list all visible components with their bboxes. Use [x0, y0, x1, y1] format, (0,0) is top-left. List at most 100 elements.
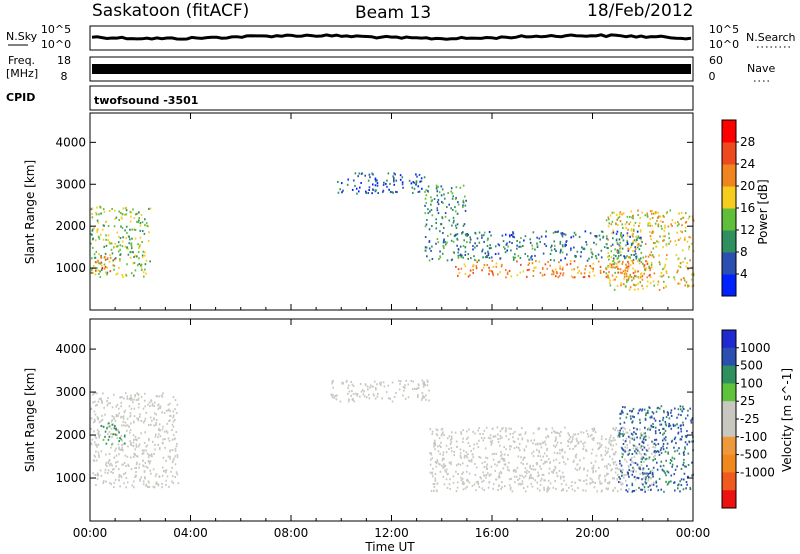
power-cell [566, 253, 568, 256]
power-cell [104, 255, 106, 258]
power-cell [105, 238, 107, 241]
velocity-cell [123, 435, 126, 438]
power-cell [663, 229, 666, 232]
velocity-cell [523, 448, 526, 451]
velocity-cell [542, 455, 544, 458]
power-colorbar-tick-label: 8 [740, 245, 748, 259]
velocity-cell [115, 413, 118, 416]
velocity-colorbar-tick-label: 25 [740, 394, 755, 408]
power-cell [430, 196, 432, 199]
power-cell [105, 244, 108, 247]
power-cell [356, 192, 358, 195]
velocity-cell [655, 443, 657, 446]
velocity-cell [682, 405, 684, 408]
velocity-cell [653, 417, 656, 420]
velocity-cell [100, 424, 103, 427]
power-cell [632, 217, 634, 220]
power-cell [95, 250, 98, 253]
power-cell [590, 266, 593, 269]
power-cell [467, 253, 470, 256]
power-cell [374, 178, 377, 181]
velocity-cell [678, 452, 681, 455]
velocity-cell [125, 477, 128, 480]
velocity-cell [135, 445, 138, 448]
power-cell [483, 240, 485, 243]
velocity-cell [487, 436, 490, 439]
velocity-cell [90, 408, 93, 411]
power-cell [463, 223, 466, 226]
velocity-cell [130, 467, 133, 470]
velocity-cell [666, 483, 669, 486]
velocity-cell [174, 449, 177, 452]
freq-trace [92, 64, 691, 74]
velocity-cell [498, 474, 501, 477]
power-cell [437, 212, 440, 215]
power-cell [679, 237, 682, 240]
velocity-cell [175, 471, 178, 474]
velocity-cell [350, 380, 353, 383]
velocity-cell [564, 451, 566, 454]
power-cell [475, 260, 478, 263]
power-cell [646, 212, 649, 215]
power-cell [632, 229, 635, 232]
velocity-cell [475, 481, 478, 484]
velocity-cell [437, 450, 440, 453]
velocity-cell [539, 479, 542, 482]
velocity-cell [135, 470, 137, 473]
power-cell [429, 210, 431, 213]
power-cell [417, 185, 420, 188]
velocity-cell [172, 459, 175, 462]
velocity-cell [407, 396, 410, 399]
power-cell [119, 211, 122, 214]
power-cell [615, 232, 618, 235]
power-cell [619, 213, 621, 216]
velocity-cell [643, 452, 646, 455]
power-cell [377, 192, 380, 195]
velocity-cell [641, 458, 644, 461]
power-cell [519, 257, 522, 260]
power-cell [367, 179, 370, 182]
power-cell [435, 218, 438, 221]
power-cell [462, 200, 465, 203]
power-cell [649, 269, 651, 272]
power-cell [660, 271, 663, 274]
power-cell [129, 211, 132, 214]
velocity-cell [652, 481, 655, 484]
power-cell [621, 247, 624, 250]
velocity-cell [495, 452, 498, 455]
power-cell [451, 258, 454, 261]
power-cell [545, 245, 548, 248]
power-cell [609, 282, 611, 285]
velocity-cell [590, 452, 593, 455]
power-cell [132, 262, 135, 265]
power-cell [664, 263, 667, 266]
velocity-cell [448, 483, 451, 486]
power-cell [577, 271, 579, 274]
power-cell [665, 212, 668, 215]
power-cell [130, 243, 132, 246]
velocity-cell [633, 476, 636, 479]
power-cell [524, 235, 527, 238]
power-cell [382, 184, 385, 187]
velocity-cell [108, 422, 110, 425]
power-cell [453, 219, 455, 222]
velocity-cell [157, 433, 160, 436]
velocity-cell [171, 475, 174, 478]
power-cell [666, 211, 669, 214]
velocity-cell [654, 430, 657, 433]
velocity-cell [530, 439, 533, 442]
power-cell [457, 274, 459, 277]
power-cell [619, 247, 621, 250]
velocity-cell [503, 458, 506, 461]
velocity-cell [664, 450, 667, 453]
velocity-cell [676, 465, 678, 468]
velocity-cell [114, 449, 116, 452]
velocity-cell [119, 437, 121, 440]
velocity-cell [155, 422, 157, 425]
velocity-cell [121, 396, 123, 399]
velocity-cell [662, 410, 665, 413]
power-cell [654, 222, 657, 225]
power-cell [588, 275, 591, 278]
power-cell [121, 217, 123, 220]
power-cell [688, 248, 690, 251]
